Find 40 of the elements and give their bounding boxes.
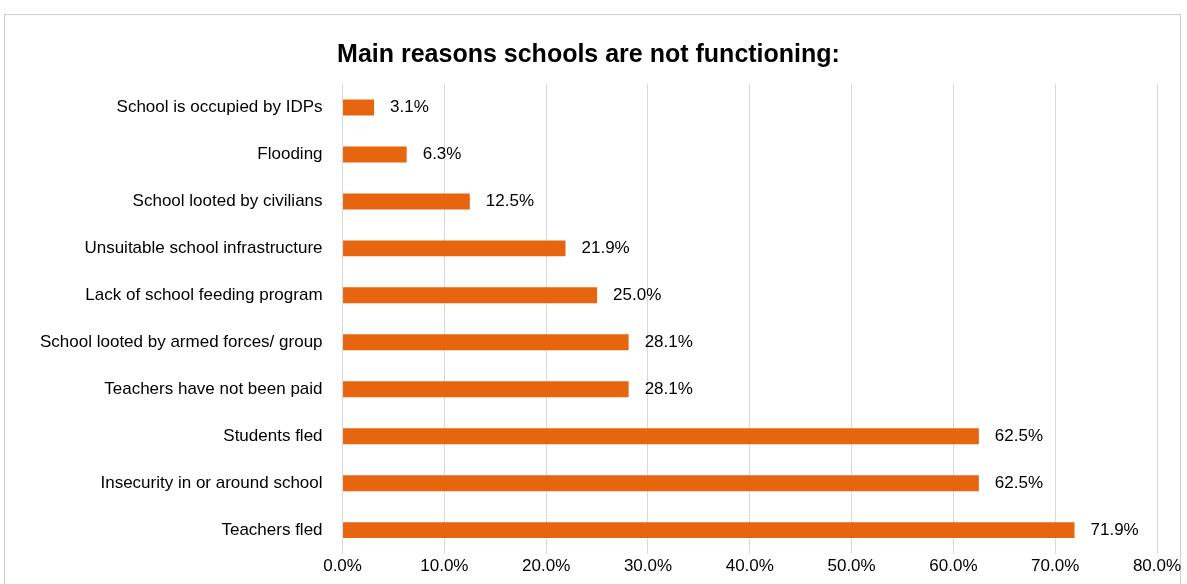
bar bbox=[343, 522, 1075, 539]
y-tick-label: School looted by armed forces/ group bbox=[39, 331, 323, 351]
y-tick-label: Flooding bbox=[257, 144, 323, 164]
bar bbox=[343, 240, 566, 257]
y-tick-label: Students fled bbox=[223, 425, 323, 445]
x-tick-label: 40.0% bbox=[725, 556, 774, 576]
x-tick-label: 60.0% bbox=[929, 556, 978, 576]
chart-title: Main reasons schools are not functioning: bbox=[337, 38, 840, 67]
y-tick-label: Unsuitable school infrastructure bbox=[84, 238, 323, 258]
data-label: 62.5% bbox=[994, 472, 1044, 492]
data-label: 71.9% bbox=[1090, 519, 1139, 539]
data-label: 28.1% bbox=[644, 331, 693, 351]
y-tick-label: Insecurity in or around school bbox=[100, 472, 323, 492]
data-label: 62.5% bbox=[994, 425, 1044, 445]
data-label: 3.1% bbox=[390, 97, 429, 117]
x-tick-label: 80.0% bbox=[1132, 556, 1182, 576]
bar bbox=[343, 475, 979, 492]
data-label: 6.3% bbox=[422, 144, 462, 164]
bar bbox=[343, 99, 375, 116]
x-tick-label: 30.0% bbox=[623, 556, 673, 576]
bar bbox=[343, 287, 598, 304]
y-tick-label: School looted by civilians bbox=[132, 191, 323, 211]
data-label: 12.5% bbox=[485, 191, 535, 211]
data-label: 28.1% bbox=[644, 378, 693, 398]
bar bbox=[343, 146, 407, 163]
bar bbox=[343, 428, 979, 445]
data-label: 21.9% bbox=[581, 238, 630, 258]
y-tick-label: School is occupied by IDPs bbox=[116, 97, 323, 117]
y-tick-label: Teachers have not been paid bbox=[104, 378, 323, 398]
bar bbox=[343, 334, 629, 351]
y-tick-label: Lack of school feeding program bbox=[85, 285, 323, 305]
x-tick-label: 70.0% bbox=[1031, 556, 1080, 576]
x-tick-label: 10.0% bbox=[420, 556, 469, 576]
x-tick-label: 0.0% bbox=[323, 556, 362, 576]
data-label: 25.0% bbox=[613, 285, 662, 305]
x-tick-label: 20.0% bbox=[522, 556, 571, 576]
x-tick-label: 50.0% bbox=[827, 556, 876, 576]
bar bbox=[343, 381, 629, 398]
y-tick-label: Teachers fled bbox=[221, 519, 323, 539]
bar bbox=[343, 193, 470, 210]
